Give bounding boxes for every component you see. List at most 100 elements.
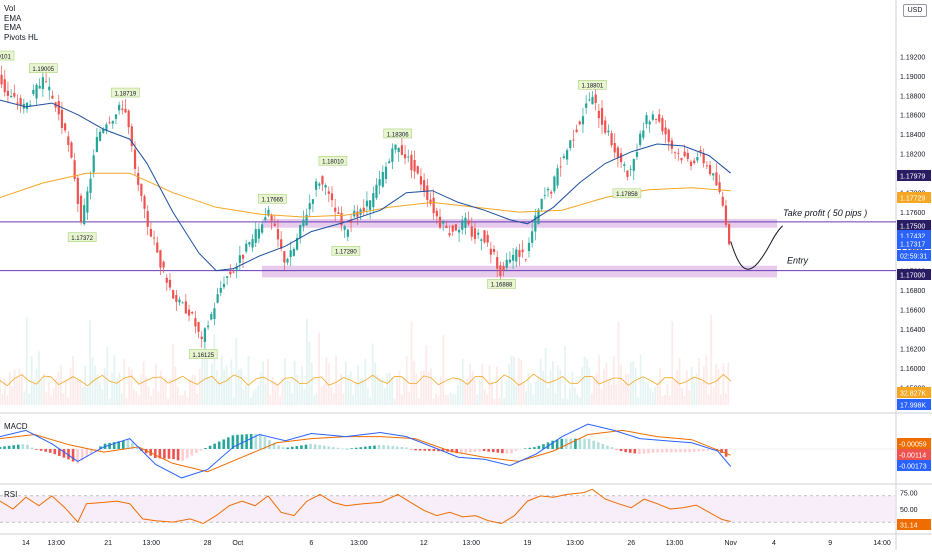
volume-bar [213, 334, 216, 405]
candle-body [696, 157, 699, 161]
price-zones: Take profit ( 50 pips ) Entry [0, 208, 896, 278]
volume-bar [671, 321, 674, 405]
volume-bar [135, 391, 138, 405]
volume-bar [6, 395, 9, 405]
price-tick-label: 1.16400 [900, 327, 925, 334]
candle-body [305, 214, 308, 226]
volume-bar [137, 395, 140, 405]
macd-histogram-bar [523, 448, 527, 449]
macd-histogram-bar [245, 434, 248, 449]
candle-body [79, 195, 83, 223]
macd-histogram-bar [254, 433, 258, 449]
pivot-label-box [383, 128, 413, 139]
volume-bar [710, 315, 713, 405]
pivot-marker: 1.18306 [383, 128, 413, 139]
volume-bar [400, 395, 403, 405]
macd-histogram-bar [163, 448, 166, 459]
volume-bar [325, 357, 328, 405]
macd-histogram-bar [300, 445, 303, 449]
pivot-label-box [578, 80, 607, 90]
macd-histogram-bar [569, 438, 573, 449]
macd-histogram-bar [697, 448, 701, 452]
candle-body [610, 133, 613, 146]
candle-body [629, 168, 632, 170]
macd-tag-box [897, 460, 931, 471]
volume-tag-text: 32.827K [900, 391, 926, 398]
legend-pivots[interactable]: Pivots HL [4, 32, 39, 42]
candle-body [521, 249, 524, 253]
pivot-label-text: 1.16125 [192, 353, 214, 359]
macd-histogram-bar [409, 448, 413, 450]
legend-ema-fast[interactable]: EMA [4, 13, 22, 23]
candle-body [114, 114, 118, 119]
candle-body [197, 322, 200, 332]
candle-body [480, 239, 483, 241]
price-tick-label: 1.18600 [900, 113, 925, 120]
price-tag-box [897, 269, 931, 280]
volume-bar [62, 392, 65, 405]
macd-histogram-bar [231, 435, 235, 449]
currency-badge[interactable]: USD [903, 4, 927, 17]
candle-body [553, 176, 556, 192]
legend-vol[interactable]: Vol [4, 4, 16, 13]
volume-bar [659, 368, 661, 405]
macd-histogram-bar [272, 443, 276, 449]
macd-histogram-bar [487, 448, 490, 452]
volume-bar [393, 398, 396, 405]
macd-histogram-bar [679, 448, 682, 453]
volume-bar [457, 384, 459, 405]
candle-body [496, 257, 499, 269]
candle-body [318, 183, 321, 186]
volume-bar [344, 361, 347, 405]
legend-ema-slow[interactable]: EMA [4, 23, 22, 32]
candle-body [705, 165, 708, 167]
macd-title[interactable]: MACD [4, 422, 28, 431]
volume-bar [517, 358, 520, 405]
volume-bar [564, 345, 566, 405]
candle-body [400, 145, 403, 155]
macd-histogram-bar [7, 445, 11, 449]
candle-body [667, 129, 670, 142]
price-tick-label: 1.17600 [900, 210, 925, 217]
volume-bar [454, 394, 457, 405]
rsi-band [0, 495, 895, 523]
macd-histogram-bar [688, 448, 691, 453]
volume-bar [703, 366, 705, 405]
candle-body [461, 220, 464, 230]
volume-bar [86, 386, 89, 405]
volume-bar [646, 382, 649, 405]
rsi-pane [0, 488, 895, 525]
candle-body [140, 183, 143, 196]
volume-bar [432, 398, 435, 405]
volume-bar [274, 380, 277, 405]
candle-body [588, 99, 591, 101]
volume-bar [154, 363, 157, 405]
candle-body [642, 130, 645, 138]
pivot-marker: 1.17858 [612, 188, 642, 198]
price-tag-box [897, 238, 931, 249]
candle-body [581, 116, 585, 125]
candle-body [283, 251, 286, 263]
volume-bar [162, 380, 165, 405]
candle-body [162, 261, 165, 268]
pivot-label-text: 1.17280 [335, 250, 357, 256]
volume-bar [55, 377, 57, 405]
volume-bar [337, 383, 340, 405]
candle-body [540, 198, 543, 210]
macd-histogram-bar [427, 448, 431, 451]
macd-histogram-bar [724, 448, 728, 457]
candle-body [51, 95, 54, 99]
macd-tag-box [897, 438, 931, 449]
volume-bar [571, 371, 574, 405]
pivot-marker: 1.17665 [258, 193, 287, 204]
macd-histogram-bar [117, 441, 121, 449]
volume-bar [320, 386, 323, 405]
candle-body [372, 193, 375, 208]
rsi-title[interactable]: RSI [4, 490, 18, 499]
candle-body [337, 212, 340, 214]
candle-body [57, 101, 60, 115]
macd-histogram-bar [368, 446, 372, 449]
candle-body [369, 200, 372, 210]
volume-bar [359, 378, 362, 405]
